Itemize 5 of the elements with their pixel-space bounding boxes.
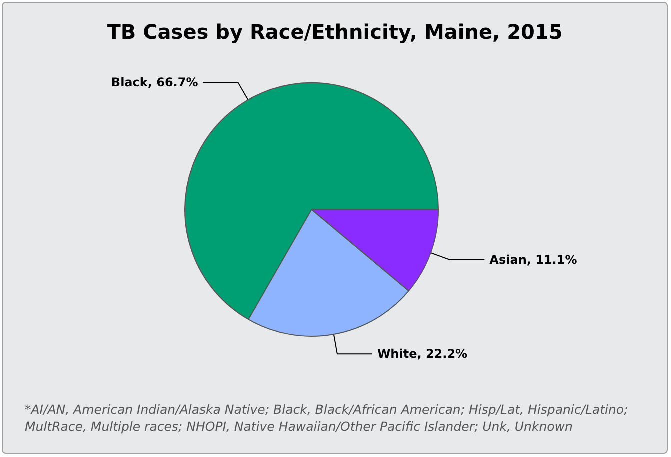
- slice-label: Black, 66.7%: [111, 76, 198, 90]
- chart-title: TB Cases by Race/Ethnicity, Maine, 2015: [107, 20, 563, 44]
- text: *AI/AN, American Indian/Alaska Native; Black, Black/African American; Hisp/Lat, Hispanic/Latino; MultRace, Multiple races; NHOPI, Native Hawaiian/Other Pacific Islander; Unk, Unknown: [25, 401, 630, 435]
- slice-label: White, 22.2%: [377, 347, 468, 362]
- slice-label: Asian, 11.1%: [490, 252, 578, 267]
